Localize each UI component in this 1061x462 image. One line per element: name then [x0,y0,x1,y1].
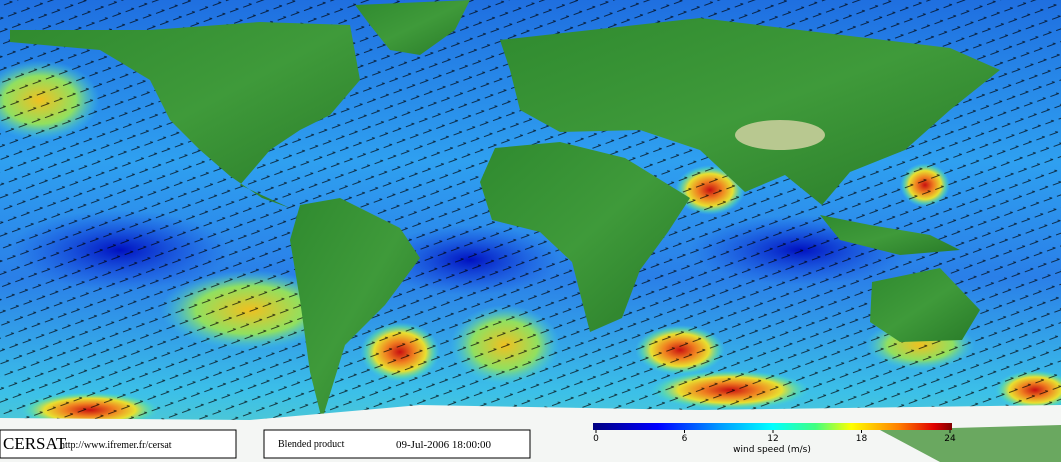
eurasia [500,18,1000,205]
australia [870,268,980,342]
north-america [10,22,360,208]
colorbar-tick-label: 24 [944,434,956,444]
product: Blended product [278,439,345,450]
plateau [735,120,825,150]
continents [10,0,1000,420]
colorbar-scale [593,423,952,430]
footer: CERSAT http://www.ifremer.fr/cersat Blen… [0,429,531,459]
logo: CERSAT [3,434,67,453]
product-box [263,429,531,459]
colorbar: wind speed (m/s) 0 6 12 18 24 [593,423,956,455]
url: http://www.ifremer.fr/cersat [60,440,172,451]
colorbar-tick-label: 0 [593,434,599,444]
indonesia [820,215,960,255]
africa [480,142,690,332]
antarctica-relief [880,425,1061,462]
south-america [290,198,420,420]
colorbar-tick-label: 6 [682,434,688,444]
colorbar-tick-label: 12 [767,434,778,444]
greenland [355,0,470,55]
colorbar-label: wind speed (m/s) [733,445,811,455]
date: 09-Jul-2006 18:00:00 [396,439,492,451]
colorbar-tick-label: 18 [856,434,868,444]
logo-box [0,429,237,459]
